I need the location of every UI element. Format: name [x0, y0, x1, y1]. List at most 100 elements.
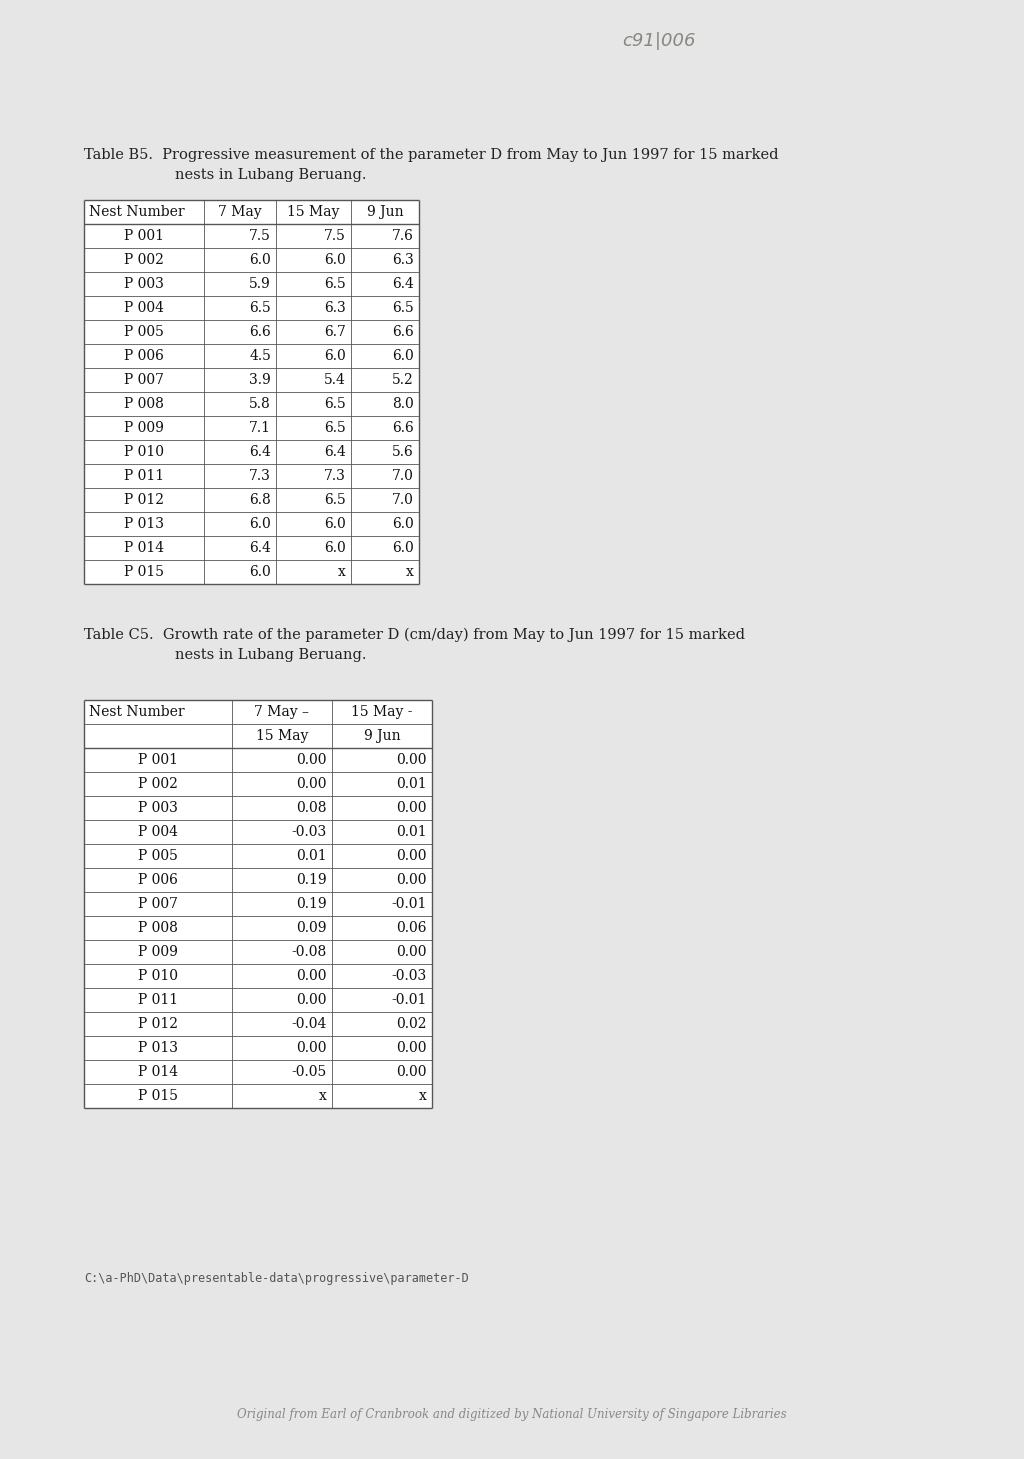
- Text: P 002: P 002: [124, 252, 164, 267]
- Text: nests in Lubang Beruang.: nests in Lubang Beruang.: [175, 648, 367, 662]
- Text: -0.08: -0.08: [292, 945, 327, 959]
- Text: 6.3: 6.3: [325, 301, 346, 315]
- Text: P 003: P 003: [124, 277, 164, 290]
- Text: 0.19: 0.19: [296, 872, 327, 887]
- Text: 6.0: 6.0: [249, 516, 271, 531]
- Text: Table B5.  Progressive measurement of the parameter D from May to Jun 1997 for 1: Table B5. Progressive measurement of the…: [84, 147, 778, 162]
- Text: 6.4: 6.4: [392, 277, 414, 290]
- Text: 5.8: 5.8: [249, 397, 271, 411]
- Text: x: x: [407, 565, 414, 579]
- Text: 0.01: 0.01: [396, 824, 427, 839]
- Text: P 010: P 010: [138, 969, 178, 983]
- Text: 0.00: 0.00: [396, 849, 427, 864]
- Text: 6.0: 6.0: [325, 252, 346, 267]
- Text: P 015: P 015: [138, 1088, 178, 1103]
- Text: 7.0: 7.0: [392, 468, 414, 483]
- Text: 0.02: 0.02: [396, 1017, 427, 1032]
- Text: P 015: P 015: [124, 565, 164, 579]
- Text: x: x: [338, 565, 346, 579]
- Text: 6.3: 6.3: [392, 252, 414, 267]
- Text: P 006: P 006: [124, 349, 164, 363]
- Text: 7 May –: 7 May –: [255, 705, 309, 719]
- Text: 9 Jun: 9 Jun: [367, 206, 403, 219]
- Text: P 009: P 009: [138, 945, 178, 959]
- Text: 6.5: 6.5: [325, 493, 346, 506]
- Text: P 004: P 004: [124, 301, 164, 315]
- Text: P 005: P 005: [124, 325, 164, 338]
- Text: 6.5: 6.5: [325, 397, 346, 411]
- Text: c91|006: c91|006: [622, 32, 695, 50]
- Text: 6.6: 6.6: [392, 422, 414, 435]
- Text: 6.0: 6.0: [325, 516, 346, 531]
- Text: 6.8: 6.8: [249, 493, 271, 506]
- Text: 7 May: 7 May: [218, 206, 262, 219]
- Text: 0.00: 0.00: [297, 778, 327, 791]
- Text: Original from Earl of Cranbrook and digitized by National University of Singapor: Original from Earl of Cranbrook and digi…: [238, 1408, 786, 1421]
- Text: x: x: [419, 1088, 427, 1103]
- Text: P 007: P 007: [124, 374, 164, 387]
- Text: x: x: [319, 1088, 327, 1103]
- Text: -0.03: -0.03: [392, 969, 427, 983]
- Text: 0.00: 0.00: [297, 969, 327, 983]
- Text: 9 Jun: 9 Jun: [364, 730, 400, 743]
- Text: 5.6: 5.6: [392, 445, 414, 460]
- Text: 7.6: 7.6: [392, 229, 414, 244]
- Text: 6.6: 6.6: [249, 325, 271, 338]
- Text: 0.00: 0.00: [396, 945, 427, 959]
- Text: 15 May: 15 May: [288, 206, 340, 219]
- Text: 6.7: 6.7: [325, 325, 346, 338]
- Text: 0.00: 0.00: [297, 1042, 327, 1055]
- Bar: [84, 700, 432, 1107]
- Text: P 003: P 003: [138, 801, 178, 816]
- Text: -0.03: -0.03: [292, 824, 327, 839]
- Text: 0.00: 0.00: [297, 753, 327, 767]
- Text: 0.19: 0.19: [296, 897, 327, 910]
- Text: 0.00: 0.00: [396, 801, 427, 816]
- Text: 6.0: 6.0: [392, 349, 414, 363]
- Text: 6.0: 6.0: [249, 252, 271, 267]
- Text: 6.5: 6.5: [249, 301, 271, 315]
- Text: P 014: P 014: [124, 541, 164, 554]
- Text: -0.01: -0.01: [391, 897, 427, 910]
- Text: 6.5: 6.5: [392, 301, 414, 315]
- Text: 8.0: 8.0: [392, 397, 414, 411]
- Text: 6.0: 6.0: [249, 565, 271, 579]
- Text: 7.0: 7.0: [392, 493, 414, 506]
- Text: 6.6: 6.6: [392, 325, 414, 338]
- Text: 7.1: 7.1: [249, 422, 271, 435]
- Text: P 013: P 013: [124, 516, 164, 531]
- Text: 6.5: 6.5: [325, 277, 346, 290]
- Text: P 001: P 001: [138, 753, 178, 767]
- Text: P 008: P 008: [138, 921, 178, 935]
- Text: nests in Lubang Beruang.: nests in Lubang Beruang.: [175, 168, 367, 182]
- Text: Nest Number: Nest Number: [89, 206, 184, 219]
- Text: 7.3: 7.3: [325, 468, 346, 483]
- Text: -0.01: -0.01: [391, 994, 427, 1007]
- Text: 0.01: 0.01: [296, 849, 327, 864]
- Text: P 001: P 001: [124, 229, 164, 244]
- Text: 6.0: 6.0: [325, 541, 346, 554]
- Text: P 012: P 012: [138, 1017, 178, 1032]
- Text: 15 May -: 15 May -: [351, 705, 413, 719]
- Text: 5.2: 5.2: [392, 374, 414, 387]
- Text: 0.08: 0.08: [297, 801, 327, 816]
- Text: 6.5: 6.5: [325, 422, 346, 435]
- Text: 0.09: 0.09: [297, 921, 327, 935]
- Text: 5.4: 5.4: [325, 374, 346, 387]
- Text: P 010: P 010: [124, 445, 164, 460]
- Text: P 014: P 014: [138, 1065, 178, 1080]
- Text: 0.01: 0.01: [396, 778, 427, 791]
- Text: P 012: P 012: [124, 493, 164, 506]
- Text: Nest Number: Nest Number: [89, 705, 184, 719]
- Text: 6.0: 6.0: [392, 541, 414, 554]
- Text: -0.04: -0.04: [292, 1017, 327, 1032]
- Bar: [84, 200, 419, 584]
- Text: P 007: P 007: [138, 897, 178, 910]
- Text: 0.00: 0.00: [396, 1042, 427, 1055]
- Text: P 005: P 005: [138, 849, 178, 864]
- Text: 4.5: 4.5: [249, 349, 271, 363]
- Text: P 002: P 002: [138, 778, 178, 791]
- Text: 7.5: 7.5: [249, 229, 271, 244]
- Text: 0.06: 0.06: [396, 921, 427, 935]
- Text: 6.4: 6.4: [249, 445, 271, 460]
